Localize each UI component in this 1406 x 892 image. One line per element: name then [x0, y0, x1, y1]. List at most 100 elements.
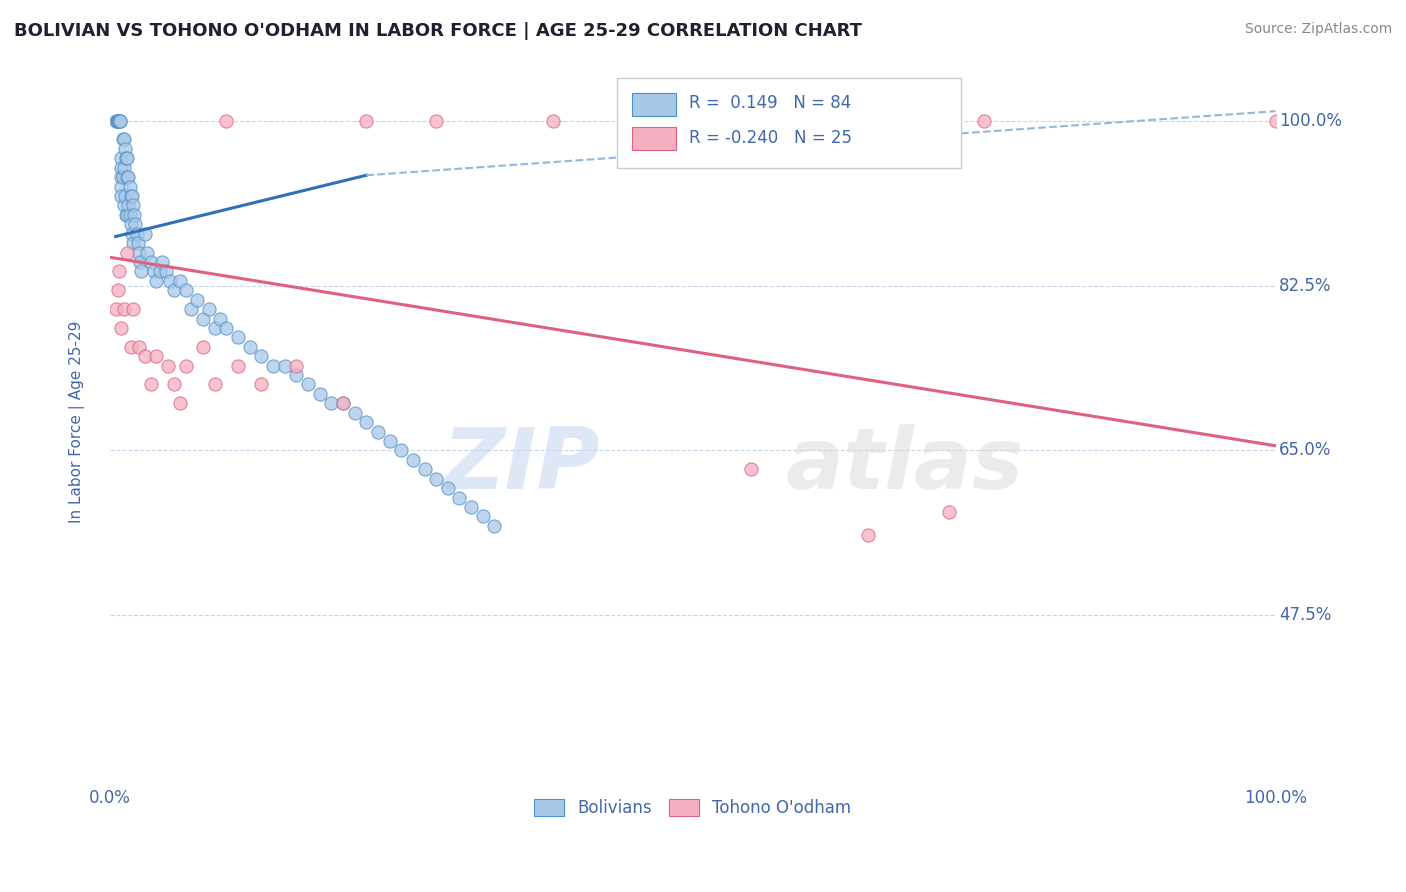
Point — [120, 340, 142, 354]
Text: 100.0%: 100.0% — [1279, 112, 1341, 129]
Point — [239, 340, 262, 354]
Point — [115, 151, 138, 165]
Point — [460, 500, 482, 514]
Point — [169, 396, 191, 410]
Point — [134, 227, 156, 241]
Point — [145, 274, 167, 288]
Point — [122, 302, 145, 317]
Point — [136, 245, 159, 260]
Point — [112, 198, 135, 212]
Point — [129, 264, 152, 278]
Point — [114, 142, 136, 156]
Point — [174, 283, 197, 297]
Point — [157, 359, 180, 373]
Point — [107, 113, 129, 128]
Point — [163, 377, 186, 392]
Point — [125, 227, 148, 241]
Point — [378, 434, 401, 448]
Point — [115, 151, 138, 165]
Point — [129, 255, 152, 269]
Point — [127, 236, 149, 251]
FancyBboxPatch shape — [633, 94, 676, 116]
Point — [308, 387, 330, 401]
Point — [1264, 113, 1286, 128]
Point — [110, 113, 132, 128]
Point — [120, 217, 142, 231]
Point — [122, 198, 145, 212]
Point — [198, 302, 221, 317]
Point — [115, 208, 138, 222]
Point — [108, 113, 131, 128]
Point — [174, 359, 197, 373]
Point — [354, 113, 377, 128]
FancyBboxPatch shape — [617, 78, 960, 168]
Point — [110, 170, 132, 185]
Text: 82.5%: 82.5% — [1279, 277, 1331, 294]
Point — [250, 377, 273, 392]
Point — [107, 113, 129, 128]
Point — [541, 113, 564, 128]
Text: In Labor Force | Age 25-29: In Labor Force | Age 25-29 — [69, 321, 86, 524]
Point — [186, 293, 208, 307]
Point — [150, 255, 173, 269]
Point — [191, 311, 214, 326]
Point — [117, 170, 139, 185]
Point — [484, 519, 506, 533]
Point — [413, 462, 436, 476]
Point — [110, 321, 132, 335]
Point — [215, 113, 238, 128]
Point — [751, 113, 773, 128]
Point — [107, 283, 129, 297]
Point — [471, 509, 494, 524]
Point — [226, 359, 249, 373]
Point — [128, 245, 150, 260]
Point — [973, 113, 995, 128]
Point — [112, 302, 135, 317]
Point — [139, 255, 162, 269]
Point — [139, 377, 162, 392]
Point — [114, 189, 136, 203]
Point — [143, 264, 166, 278]
Point — [285, 368, 308, 382]
Point — [104, 302, 127, 317]
Point — [110, 179, 132, 194]
Point — [110, 151, 132, 165]
Point — [110, 161, 132, 175]
Point — [117, 198, 139, 212]
Text: BOLIVIAN VS TOHONO O'ODHAM IN LABOR FORCE | AGE 25-29 CORRELATION CHART: BOLIVIAN VS TOHONO O'ODHAM IN LABOR FORC… — [14, 22, 862, 40]
Point — [128, 340, 150, 354]
Point — [104, 113, 127, 128]
Point — [402, 453, 425, 467]
FancyBboxPatch shape — [633, 127, 676, 150]
Point — [122, 208, 145, 222]
Point — [332, 396, 354, 410]
Legend: Bolivians, Tohono O'odham: Bolivians, Tohono O'odham — [526, 791, 859, 826]
Text: ZIP: ZIP — [441, 424, 599, 507]
Point — [120, 189, 142, 203]
Text: R =  0.149   N = 84: R = 0.149 N = 84 — [689, 95, 852, 112]
Point — [112, 132, 135, 146]
Point — [134, 349, 156, 363]
Point — [111, 170, 134, 185]
Point — [110, 189, 132, 203]
Point — [191, 340, 214, 354]
Point — [121, 189, 143, 203]
Point — [204, 377, 226, 392]
Point — [180, 302, 202, 317]
Point — [425, 472, 447, 486]
Point — [273, 359, 295, 373]
Point — [108, 264, 131, 278]
Point — [297, 377, 319, 392]
Text: 65.0%: 65.0% — [1279, 442, 1331, 459]
Point — [118, 179, 141, 194]
Point — [250, 349, 273, 363]
Point — [343, 406, 366, 420]
Point — [354, 415, 377, 429]
Text: atlas: atlas — [786, 424, 1024, 507]
Point — [437, 481, 460, 495]
Point — [215, 321, 238, 335]
Point — [122, 236, 145, 251]
Point — [389, 443, 412, 458]
Text: R = -0.240   N = 25: R = -0.240 N = 25 — [689, 128, 852, 147]
Point — [856, 528, 879, 542]
